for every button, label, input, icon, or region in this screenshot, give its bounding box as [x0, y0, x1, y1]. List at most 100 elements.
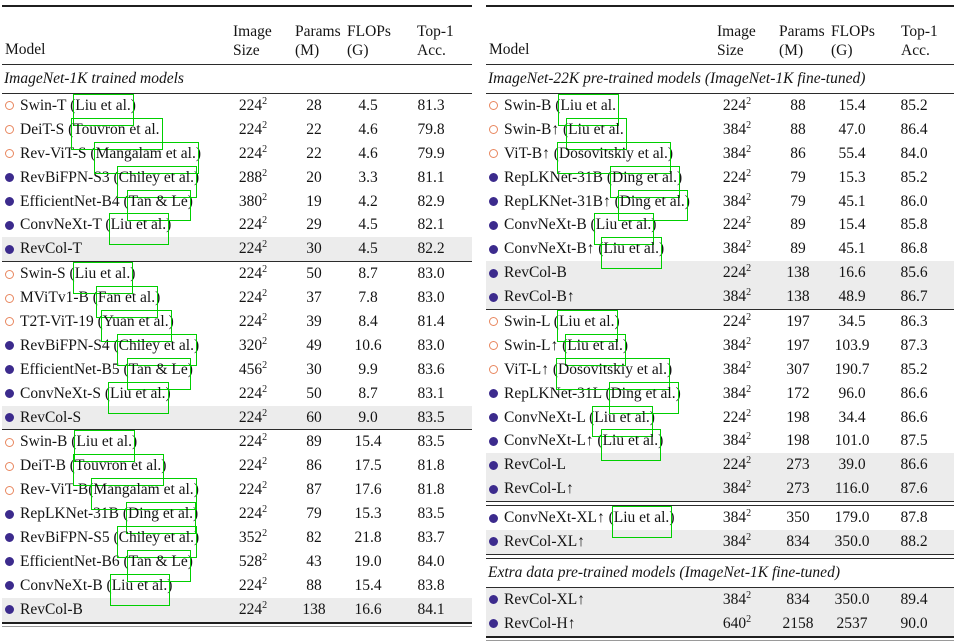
citation-link[interactable]: Chiley et al.: [116, 526, 198, 558]
image-size-cell: 3842: [722, 119, 752, 138]
citation-link[interactable]: Ding et al.: [617, 189, 688, 222]
col-header-model: Model: [5, 41, 46, 59]
table-row: Swin-B↑ (Liu et al. 3842 88 47.0 86.4: [486, 117, 954, 150]
citation-link[interactable]: Liu et al.: [556, 310, 618, 342]
section-divider-rule: [2, 429, 472, 431]
citation-link[interactable]: Liu et al.: [593, 213, 654, 246]
citation-link[interactable]: Yuan et al.: [100, 310, 172, 342]
superscript: 2: [262, 167, 268, 179]
citation-link[interactable]: Liu et al.: [601, 237, 662, 270]
filled-circle-bullet: [5, 389, 14, 399]
params-cell: 22: [306, 120, 322, 138]
citation-link[interactable]: Tan & Le: [126, 357, 191, 390]
flops-cell: 4.5: [358, 240, 378, 258]
citation-link[interactable]: Tan & Le: [126, 549, 191, 582]
citation-link[interactable]: Liu et al.: [74, 430, 135, 463]
superscript: 2: [262, 527, 268, 539]
citation-link[interactable]: Liu et al.: [72, 262, 133, 295]
citation-link[interactable]: Touvron et al.: [72, 454, 165, 487]
citation-link[interactable]: Liu et al.: [566, 117, 627, 150]
superscript: 2: [262, 359, 268, 371]
table-row: EfficientNet-B5 (Tan & Le) 4562 30 9.9 83.6: [2, 357, 472, 390]
image-size-cell: 6402: [722, 613, 752, 632]
model-name: RevCol-B: [504, 264, 567, 282]
acc-cell: 82.1: [417, 216, 445, 234]
citation-link[interactable]: Dosovitskiy et al.: [556, 141, 671, 174]
model-name: ConvNeXt-S (Liu et al.): [20, 381, 171, 414]
model-cell: ConvNeXt-B (Liu et al.): [486, 213, 708, 246]
params-cell: 198: [786, 432, 810, 450]
params-cell: 49: [306, 336, 322, 354]
flops-cell: 350.0: [834, 533, 870, 551]
model-cell: ViT-B↑ (Dosovitskiy et al.): [486, 141, 708, 174]
citation-link[interactable]: Liu et al.: [565, 333, 626, 366]
superscript: 2: [746, 359, 752, 371]
acc-cell: 86.8: [900, 240, 928, 258]
acc-cell: 82.9: [417, 192, 445, 210]
citation-link[interactable]: Ding et al.: [610, 165, 681, 198]
filled-circle-bullet: [5, 197, 14, 207]
superscript: 2: [262, 143, 268, 155]
citation-link[interactable]: Liu et al.: [558, 94, 619, 126]
citation-link[interactable]: Liu et al.: [73, 94, 134, 126]
superscript: 2: [746, 479, 752, 491]
model-name: RevCol-XL↑: [504, 590, 585, 608]
params-cell: 350: [786, 509, 810, 527]
model-cell: RepLKNet-31B↑ (Ding et al.): [486, 189, 708, 222]
superscript: 2: [262, 599, 268, 611]
flops-cell: 4.2: [358, 192, 378, 210]
citation-link[interactable]: Liu et al.: [600, 429, 661, 462]
model-name: ConvNeXt-L (Liu et al.): [504, 405, 655, 438]
citation-link[interactable]: Touvron et al.: [71, 117, 163, 150]
params-cell: 138: [786, 264, 810, 282]
superscript: 2: [262, 575, 268, 587]
model-name: MViTv1-B (Fan et al.): [20, 286, 160, 318]
model-cell: Swin-B (Liu et al.): [2, 430, 224, 463]
open-circle-bullet: [5, 101, 14, 111]
model-cell: RevCol-H↑: [486, 612, 708, 636]
citation-link[interactable]: Fan et al.: [95, 286, 159, 318]
filled-circle-bullet: [489, 537, 498, 547]
table-row: RepLKNet-31B (Ding et al.) 2242 79 15.3 83.5: [2, 502, 472, 534]
open-circle-bullet: [5, 125, 14, 135]
citation-link[interactable]: Liu et al.: [611, 506, 672, 538]
acc-cell: 87.8: [900, 509, 928, 527]
flops-cell: 16.6: [354, 600, 382, 618]
citation-link[interactable]: Dosovitskiy et al.: [556, 357, 670, 390]
section-divider-rule: [486, 586, 954, 588]
image-size-cell: 3842: [722, 239, 752, 258]
citation-link[interactable]: Chiley et al.: [116, 165, 198, 198]
acc-cell: 85.6: [900, 264, 928, 282]
citation-link[interactable]: Mangalam et al.: [93, 141, 200, 174]
flops-cell: 17.5: [354, 457, 382, 475]
flops-cell: 47.0: [838, 120, 866, 138]
table-header-row: Model Image Size Params (M) FLOPs (G) Top-1…: [486, 7, 954, 64]
superscript: 2: [262, 335, 268, 347]
citation-link[interactable]: Liu et al.: [108, 213, 169, 246]
model-cell: RevCol-B: [2, 598, 224, 622]
open-circle-bullet: [5, 293, 14, 303]
citation-link[interactable]: Ding et al.: [126, 502, 197, 534]
citation-link[interactable]: Liu et al.: [108, 381, 169, 414]
table-row: RevCol-XL↑ 3842 834 350.0 88.2: [486, 530, 954, 554]
acc-cell: 83.6: [417, 360, 445, 378]
model-cell: ConvNeXt-L (Liu et al.): [486, 405, 708, 438]
citation-link[interactable]: Mangalam et al.: [91, 478, 197, 511]
model-cell: RevCol-L↑: [486, 477, 708, 501]
acc-cell: 81.4: [417, 313, 445, 331]
open-circle-bullet: [489, 365, 498, 375]
model-name: ConvNeXt-T (Liu et al.): [20, 213, 171, 246]
filled-circle-bullet: [5, 581, 14, 591]
citation-link[interactable]: Liu et al.: [592, 405, 653, 438]
open-circle-bullet: [489, 317, 498, 327]
acc-cell: 86.3: [900, 313, 928, 331]
acc-cell: 81.3: [417, 97, 445, 114]
citation-link[interactable]: Chiley et al.: [116, 333, 198, 366]
citation-link[interactable]: Ding et al.: [608, 381, 679, 414]
open-circle-bullet: [489, 125, 498, 135]
model-cell: RevCol-L: [486, 453, 708, 477]
citation-link[interactable]: Tan & Le: [126, 189, 191, 222]
superscript: 2: [262, 551, 268, 563]
section-label: ImageNet-1K trained models: [4, 70, 184, 87]
citation-link[interactable]: Liu et al.: [109, 573, 170, 606]
